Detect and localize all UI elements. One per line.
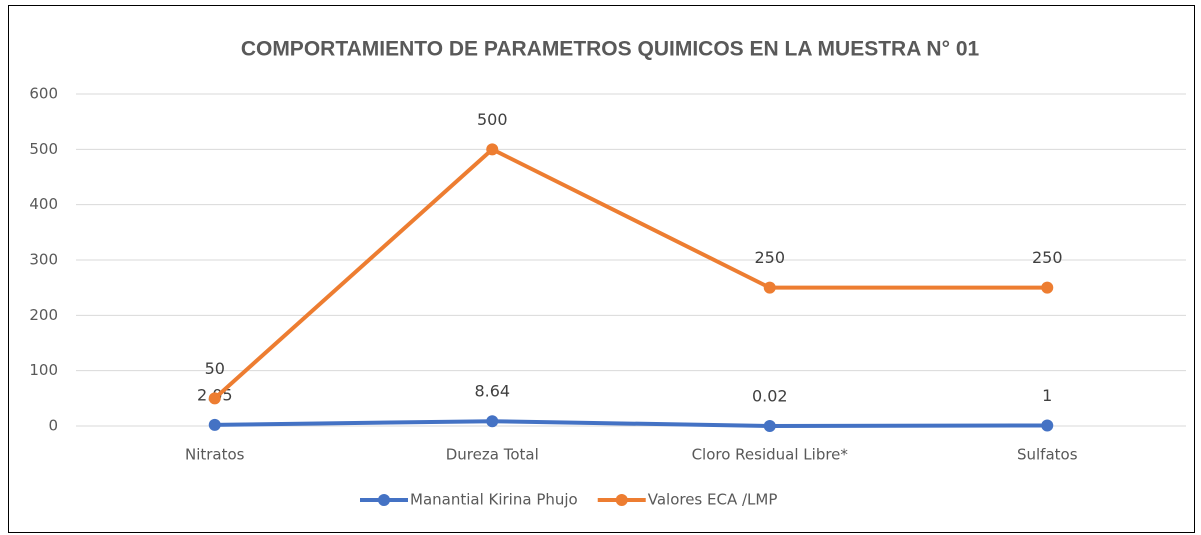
- y-tick-label: 0: [48, 417, 58, 435]
- y-tick-label: 200: [29, 306, 58, 324]
- data-point: [208, 392, 221, 405]
- y-tick-label: 500: [29, 140, 58, 158]
- data-point: [1041, 281, 1054, 294]
- legend-marker: [615, 494, 628, 506]
- y-tick-label: 400: [29, 195, 58, 213]
- data-point: [763, 281, 776, 294]
- data-label: 250: [754, 248, 785, 267]
- series-line: [213, 147, 1048, 400]
- data-point: [1041, 419, 1054, 432]
- data-point: [486, 415, 499, 428]
- data-label: 8.64: [474, 382, 510, 401]
- y-tick-label: 300: [29, 251, 58, 269]
- data-point: [208, 418, 221, 431]
- legend-label: Valores ECA /LMP: [648, 491, 778, 509]
- y-tick-label: 600: [29, 85, 58, 103]
- x-tick-label: Nitratos: [185, 446, 245, 464]
- y-tick-label: 100: [29, 361, 58, 379]
- data-label: 500: [477, 110, 508, 129]
- legend-marker: [378, 494, 390, 506]
- data-label: 0.02: [752, 386, 788, 405]
- data-label: 250: [1032, 248, 1063, 267]
- x-tick-label: Cloro Residual Libre*: [692, 446, 849, 464]
- x-tick-label: Dureza Total: [446, 446, 539, 464]
- data-label: 50: [205, 359, 225, 378]
- series-line: [214, 419, 1048, 428]
- chart-title: COMPORTAMIENTO DE PARAMETROS QUIMICOS EN…: [241, 38, 980, 61]
- data-point: [486, 143, 499, 156]
- data-label: 1: [1042, 386, 1052, 405]
- x-tick-label: Sulfatos: [1017, 446, 1078, 464]
- chart-border: [8, 5, 1195, 533]
- data-point: [763, 419, 776, 432]
- legend-label: Manantial Kirina Phujo: [410, 491, 578, 509]
